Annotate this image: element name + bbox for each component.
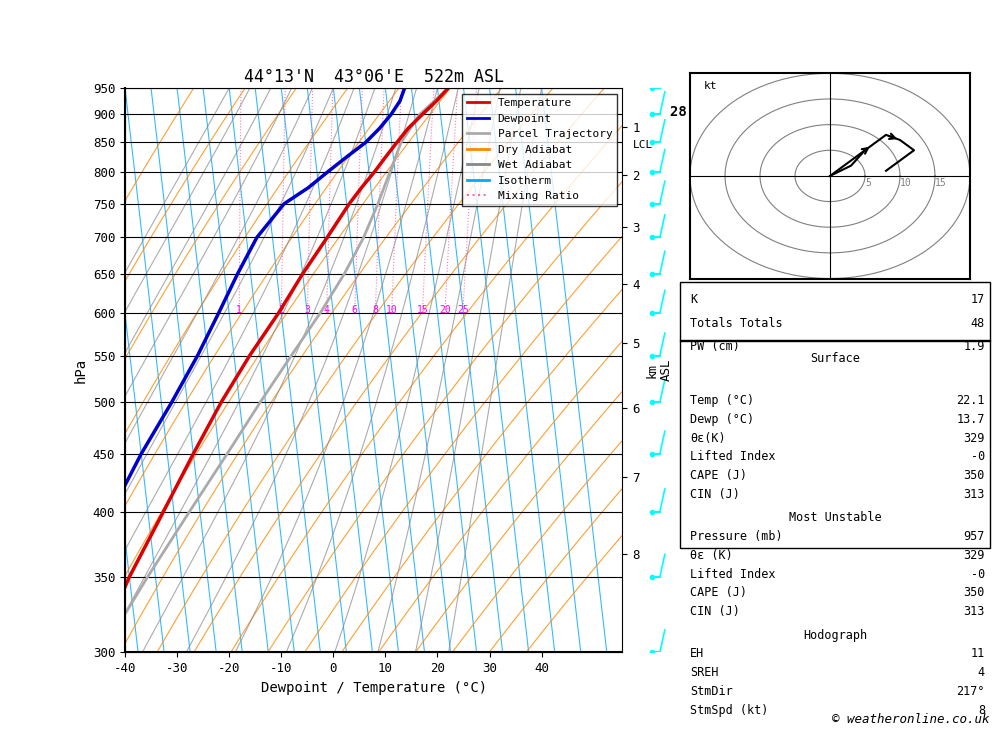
- Text: Hodograph: Hodograph: [803, 629, 867, 641]
- Text: 10: 10: [900, 178, 912, 188]
- Text: Temp (°C): Temp (°C): [690, 394, 754, 407]
- Text: K: K: [690, 293, 697, 306]
- Y-axis label: km
ASL: km ASL: [645, 359, 673, 381]
- Text: 329: 329: [964, 549, 985, 562]
- Text: 22.1: 22.1: [956, 394, 985, 407]
- Text: θε(K): θε(K): [690, 432, 726, 445]
- Text: Totals Totals: Totals Totals: [690, 317, 783, 330]
- Text: StmSpd (kt): StmSpd (kt): [690, 704, 768, 717]
- Text: 25: 25: [457, 305, 469, 315]
- Text: Pressure (mb): Pressure (mb): [690, 530, 783, 543]
- Text: -0: -0: [971, 567, 985, 581]
- Text: -0: -0: [971, 450, 985, 463]
- Text: PW (cm): PW (cm): [690, 340, 740, 353]
- Text: 48: 48: [971, 317, 985, 330]
- Text: 28.04.2024  06GMT  (Base: 00): 28.04.2024 06GMT (Base: 00): [670, 105, 913, 119]
- Text: 3: 3: [305, 305, 310, 315]
- Text: CAPE (J): CAPE (J): [690, 469, 747, 482]
- Text: CIN (J): CIN (J): [690, 605, 740, 618]
- Title: 44°13'N  43°06'E  522m ASL: 44°13'N 43°06'E 522m ASL: [244, 68, 504, 86]
- X-axis label: Dewpoint / Temperature (°C): Dewpoint / Temperature (°C): [261, 681, 487, 695]
- Text: 957: 957: [964, 530, 985, 543]
- Text: Lifted Index: Lifted Index: [690, 450, 776, 463]
- Text: 10: 10: [386, 305, 398, 315]
- Text: 350: 350: [964, 469, 985, 482]
- Text: kt: kt: [704, 81, 718, 91]
- Text: 4: 4: [978, 666, 985, 679]
- Text: EH: EH: [690, 647, 704, 660]
- Text: Lifted Index: Lifted Index: [690, 567, 776, 581]
- Text: 8: 8: [978, 704, 985, 717]
- Text: CIN (J): CIN (J): [690, 488, 740, 501]
- Text: 6: 6: [352, 305, 358, 315]
- Text: Surface: Surface: [810, 352, 860, 365]
- Text: 1.9: 1.9: [964, 340, 985, 353]
- Text: © weatheronline.co.uk: © weatheronline.co.uk: [832, 712, 990, 726]
- Text: Dewp (°C): Dewp (°C): [690, 413, 754, 426]
- Text: θε (K): θε (K): [690, 549, 733, 562]
- Text: 13.7: 13.7: [956, 413, 985, 426]
- Text: 20: 20: [439, 305, 451, 315]
- Text: 313: 313: [964, 488, 985, 501]
- Text: StmDir: StmDir: [690, 685, 733, 698]
- Text: 4: 4: [324, 305, 330, 315]
- Text: 15: 15: [417, 305, 428, 315]
- Text: 329: 329: [964, 432, 985, 445]
- Y-axis label: hPa: hPa: [73, 358, 87, 383]
- Text: 2: 2: [278, 305, 284, 315]
- Text: 11: 11: [971, 647, 985, 660]
- Text: 217°: 217°: [956, 685, 985, 698]
- Text: 1: 1: [236, 305, 242, 315]
- Text: 8: 8: [372, 305, 378, 315]
- Text: LCL: LCL: [632, 140, 653, 150]
- Text: SREH: SREH: [690, 666, 719, 679]
- Text: Most Unstable: Most Unstable: [789, 512, 881, 524]
- Legend: Temperature, Dewpoint, Parcel Trajectory, Dry Adiabat, Wet Adiabat, Isotherm, Mi: Temperature, Dewpoint, Parcel Trajectory…: [462, 94, 617, 206]
- Text: 15: 15: [935, 178, 947, 188]
- Text: CAPE (J): CAPE (J): [690, 586, 747, 600]
- Text: 350: 350: [964, 586, 985, 600]
- Text: 5: 5: [865, 178, 871, 188]
- Text: 313: 313: [964, 605, 985, 618]
- Text: 17: 17: [971, 293, 985, 306]
